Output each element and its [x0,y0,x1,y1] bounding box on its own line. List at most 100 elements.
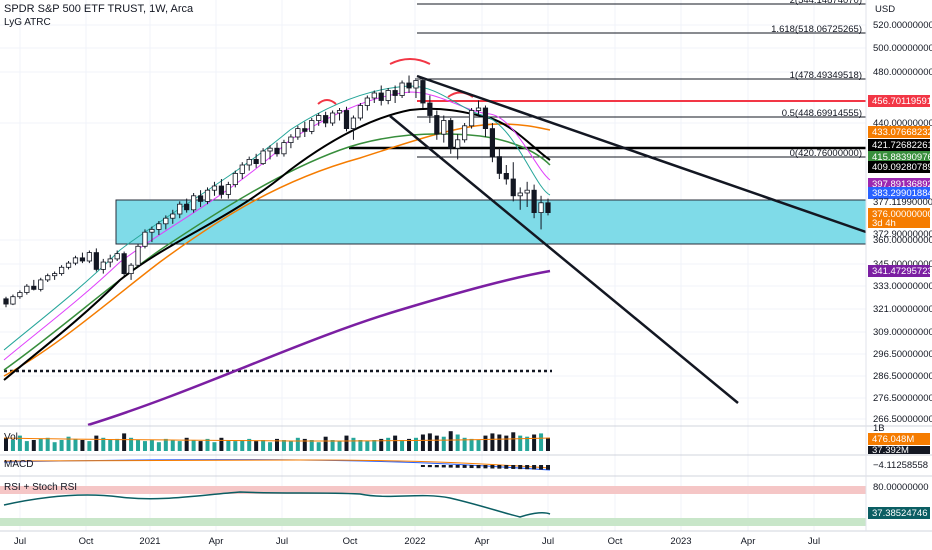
volume-bar [476,440,481,451]
price-tick-label: 440.00000000 [873,118,932,129]
volume-bar [45,437,50,451]
price-tag-label: 433.07668232 [872,127,932,138]
candle [302,121,308,137]
volume-bar [268,442,273,451]
volume-bar [532,434,537,451]
candle [135,244,141,268]
volume-bar [142,441,147,451]
candle-body [468,110,475,127]
volume-bar [358,440,363,451]
candle [448,118,454,154]
top-arc-2[interactable] [389,58,431,65]
volume-bar [205,438,210,451]
volume-bar [4,437,8,451]
price-tag[interactable] [868,95,930,107]
top-arc-1[interactable] [317,99,337,105]
candle [232,170,238,188]
candle-body [350,117,357,129]
candle-body [204,189,211,202]
candle-body [385,90,391,101]
candle-body [267,147,273,152]
fibonacci-levels[interactable]: 2(544.14874070) 1.618(518.06725265) 1(478.… [417,0,866,159]
macd-histogram-bar [441,465,446,468]
time-tick-label: Jul [14,536,26,547]
candle-body [295,128,301,138]
channel-line-steep[interactable] [389,115,739,404]
macd-histogram-bar [420,465,425,467]
price-tag-label: 397.89136892 [872,179,932,190]
candle-body [128,264,134,275]
downtrend-line[interactable] [416,74,867,234]
price-tag[interactable] [868,151,930,163]
price-tag[interactable] [868,187,930,199]
volume-bar [136,440,141,451]
macd-histogram-bar [539,465,544,470]
candle [100,258,106,274]
time-tick-label: Jul [808,536,820,547]
volume-bar [149,440,154,451]
candle [204,187,211,205]
price-tick-label: 321.00000000 [873,304,932,315]
macd-histogram-bar [497,465,502,469]
price-tag[interactable] [868,208,930,228]
candle-body [65,262,72,268]
macd-value-label: −4.11258558 [873,460,928,471]
candle-body [420,80,426,104]
time-tick-label: 2022 [404,536,425,547]
price-tag[interactable] [868,126,930,138]
candle-body [191,195,197,211]
candle [489,123,496,163]
macd-histogram-bar [455,465,460,468]
candle-body [517,192,523,197]
candle-body [93,252,99,270]
price-tag[interactable] [868,265,930,277]
price-axis[interactable]: 520.00000000 500.00000000 480.00000000 440.… [865,0,932,531]
time-tick-label: Oct [343,536,358,547]
candle [177,201,183,219]
volume-bar [372,440,377,451]
volume-pane-label[interactable]: Vol [4,432,18,443]
price-tag[interactable] [868,161,930,173]
candle [316,113,322,126]
rsi-oversold-band [0,518,866,526]
candle [184,198,190,213]
price-tick-label: 276.50000000 [873,393,932,404]
volume-bar [344,435,349,451]
time-axis[interactable]: Jul Oct 2021 Apr Jul Oct 2022 Apr Jul Oct 2023 Apr J… [14,536,820,547]
volume-bar [407,438,412,451]
candle-body [239,164,245,174]
candle [72,255,79,266]
volume-bar [170,440,175,451]
candlestick-series [3,75,551,308]
volume-bar [240,440,245,451]
candle [225,181,231,199]
candle [441,115,447,143]
candle [496,148,502,179]
candle-body [503,172,509,180]
candle [128,263,134,280]
macd-pane-label[interactable]: MACD [4,459,34,470]
volume-bar [330,440,335,451]
volume-bar [177,441,182,451]
volume-value-tag-2[interactable] [868,446,930,454]
candle [281,139,287,157]
candle [531,184,537,219]
candle-body [170,213,176,219]
time-tick-label: 2021 [139,536,160,547]
volume-bar [156,442,161,451]
volume-bar [323,436,328,451]
volume-value-tag[interactable] [868,433,930,445]
macd-histogram-bar [427,465,432,468]
rsi-value-tag[interactable] [868,507,930,519]
rsi-pane-label[interactable]: RSI + Stoch RSI [4,482,78,493]
candle [267,145,273,160]
candle [323,111,329,128]
price-tag[interactable] [868,139,930,151]
indicator-label: LyG ATRC [4,17,51,28]
volume-bar [38,438,43,451]
candle [510,162,516,202]
candle [107,254,113,268]
volume-bar [129,437,134,451]
support-zone-box[interactable] [115,199,867,245]
